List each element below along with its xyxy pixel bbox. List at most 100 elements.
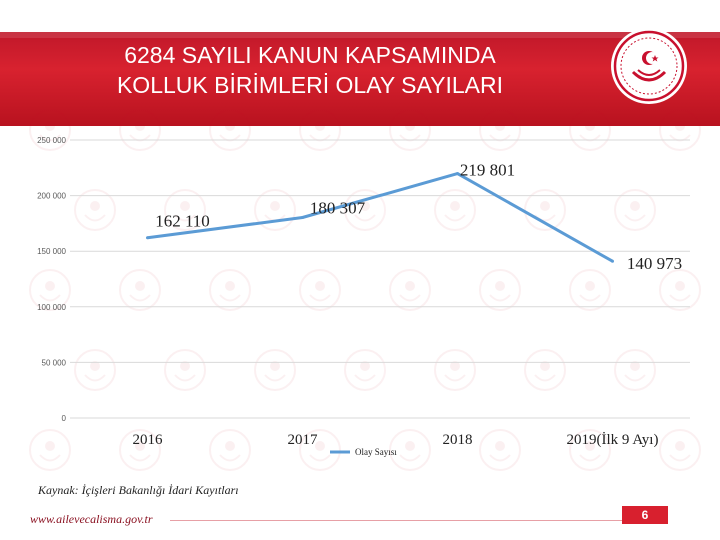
watermark-dot	[675, 281, 685, 291]
watermark-arc	[219, 454, 241, 462]
watermark-dot	[450, 361, 460, 371]
watermark-ring	[29, 429, 71, 471]
watermark-dot	[405, 281, 415, 291]
watermark-dot	[180, 201, 190, 211]
watermark-ring	[434, 349, 476, 391]
footer-divider	[170, 520, 630, 521]
watermark-ring	[479, 429, 521, 471]
watermark-ring	[209, 109, 251, 151]
watermark-ring	[524, 189, 566, 231]
y-axis: 0 50 000 100 000 150 000 200 000 250 000	[37, 136, 66, 423]
data-label: 219 801	[460, 161, 515, 180]
watermark-dot	[90, 361, 100, 371]
watermark-dot	[315, 281, 325, 291]
watermark-ring	[209, 269, 251, 311]
watermark-dot	[630, 361, 640, 371]
watermark-icon	[299, 429, 341, 471]
y-tick-label: 200 000	[37, 192, 66, 201]
ministry-logo-icon	[613, 30, 685, 102]
watermark-icon	[524, 189, 566, 231]
watermark-icon	[434, 349, 476, 391]
data-label: 180 307	[310, 198, 366, 217]
watermark-icon	[569, 109, 611, 151]
watermark-dot	[675, 121, 685, 131]
data-point	[146, 236, 149, 240]
watermark-dot	[360, 361, 370, 371]
watermark-ring	[569, 269, 611, 311]
watermark-ring	[389, 109, 431, 151]
watermark-icon	[614, 189, 656, 231]
website-link[interactable]: www.ailevecalisma.gov.tr	[30, 512, 153, 526]
watermark-icon	[479, 269, 521, 311]
watermark-dot	[315, 121, 325, 131]
watermark-dot	[585, 281, 595, 291]
watermark-pattern	[29, 109, 701, 471]
watermark-ring	[344, 189, 386, 231]
watermark-icon	[299, 269, 341, 311]
watermark-ring	[254, 349, 296, 391]
watermark-arc	[579, 454, 601, 462]
watermark-ring	[29, 109, 71, 151]
watermark-arc	[624, 374, 646, 382]
ministry-logo	[611, 28, 687, 104]
watermark-dot	[405, 441, 415, 451]
watermark-ring	[434, 189, 476, 231]
watermark-ring	[569, 429, 611, 471]
watermark-icon	[29, 109, 71, 151]
watermark-icon	[344, 189, 386, 231]
watermark-ring	[659, 109, 701, 151]
watermark-arc	[309, 454, 331, 462]
watermark-arc	[219, 294, 241, 302]
gridlines	[70, 139, 690, 419]
watermark-arc	[39, 294, 61, 302]
x-tick-label: 2016	[133, 432, 164, 448]
watermark-arc	[489, 294, 511, 302]
watermark-icon	[209, 429, 251, 471]
chart-legend: Olay Sayısı	[330, 447, 397, 457]
watermark-arc	[174, 214, 196, 222]
watermark-ring	[299, 109, 341, 151]
watermark-ring	[524, 349, 566, 391]
watermark-icon	[389, 109, 431, 151]
y-tick-label: 0	[62, 414, 67, 423]
watermark-dot	[450, 201, 460, 211]
watermark-arc	[534, 374, 556, 382]
watermark-icon	[164, 349, 206, 391]
watermark-dot	[675, 441, 685, 451]
watermark-icon	[659, 109, 701, 151]
watermark-ring	[119, 109, 161, 151]
data-point	[611, 259, 614, 263]
watermark-icon	[659, 429, 701, 471]
watermark-icon	[569, 269, 611, 311]
x-axis: 2016 2017 2018 2019(İlk 9 Ayı)	[133, 432, 659, 448]
y-tick-label: 50 000	[42, 358, 67, 367]
legend-label: Olay Sayısı	[355, 447, 397, 457]
watermark-icon	[434, 189, 476, 231]
watermark-icon	[524, 349, 566, 391]
watermark-dot	[585, 441, 595, 451]
watermark-icon	[569, 429, 611, 471]
watermark-ring	[119, 429, 161, 471]
watermark-ring	[659, 429, 701, 471]
watermark-ring	[479, 269, 521, 311]
watermark-arc	[39, 134, 61, 142]
watermark-icon	[209, 269, 251, 311]
x-tick-label: 2017	[288, 432, 319, 448]
y-tick-label: 150 000	[37, 247, 66, 256]
watermark-arc	[354, 214, 376, 222]
y-tick-label: 100 000	[37, 303, 66, 312]
watermark-icon	[29, 269, 71, 311]
watermark-arc	[399, 454, 421, 462]
watermark-icon	[344, 349, 386, 391]
watermark-dot	[585, 121, 595, 131]
title-line-2: KOLLUK BİRİMLERİ OLAY SAYILARI	[116, 72, 504, 98]
watermark-dot	[180, 361, 190, 371]
watermark-ring	[299, 429, 341, 471]
watermark-arc	[264, 374, 286, 382]
watermark-icon	[74, 189, 116, 231]
watermark-arc	[624, 214, 646, 222]
watermark-dot	[135, 281, 145, 291]
watermark-arc	[39, 454, 61, 462]
watermark-arc	[489, 454, 511, 462]
data-label: 162 110	[155, 212, 210, 231]
